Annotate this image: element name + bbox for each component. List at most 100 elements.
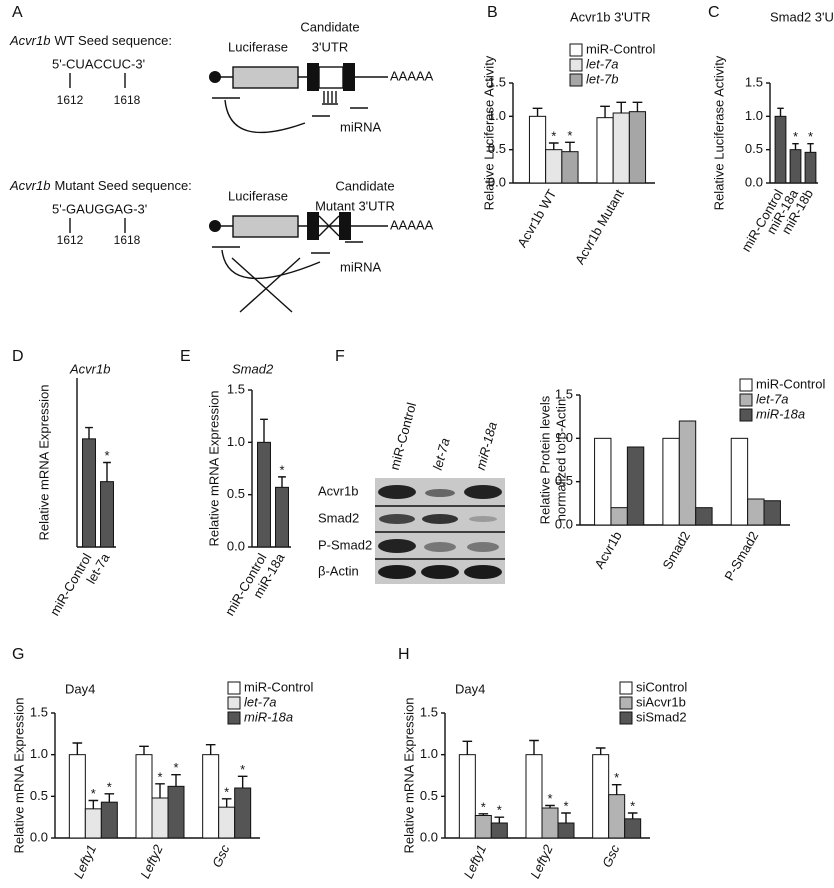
error-bar (85, 426, 93, 439)
bar (763, 500, 781, 526)
error-bar (171, 773, 181, 787)
band (424, 542, 456, 552)
y-tick-label: 0.0 (745, 174, 763, 189)
band (467, 542, 499, 552)
legend-swatch (739, 393, 753, 407)
y-tick-label: 0.0 (488, 174, 506, 189)
gene-name: Acvr1b (9, 178, 50, 193)
significance: * (614, 770, 619, 785)
band (421, 565, 459, 579)
panel-label: D (12, 348, 24, 365)
chart-title: Smad2 3'UTR (770, 9, 834, 24)
error-bar (103, 461, 111, 482)
legend-label: siControl (636, 679, 687, 694)
bar (474, 815, 492, 839)
significance: * (157, 769, 162, 784)
bar (624, 818, 642, 839)
panel-label: F (335, 348, 345, 365)
seed-label: Mutant Seed sequence: (54, 178, 191, 193)
y-axis-label: Relative Luciferase Activity (711, 55, 726, 210)
bar (275, 486, 289, 548)
seed-sequence: 5'-CUACCUC-3' (52, 56, 145, 71)
bar (612, 112, 630, 184)
panel-label: C (708, 4, 720, 21)
band (464, 565, 502, 579)
error-bar (88, 799, 99, 809)
inhibition-curve (221, 249, 321, 280)
bar (774, 115, 787, 184)
row-label: β-Actin (318, 563, 359, 578)
error-bar (104, 793, 115, 803)
band (378, 565, 416, 579)
error-bar (260, 418, 268, 443)
utr-block (343, 63, 355, 91)
legend-swatch (739, 408, 753, 422)
seed-label: WT Seed sequence: (54, 33, 172, 48)
significance: * (173, 760, 178, 775)
bar (594, 437, 612, 526)
legend-label: miR-Control (756, 376, 825, 391)
utr-block (307, 212, 319, 240)
bar (730, 437, 749, 526)
legend-swatch (739, 378, 753, 392)
bar (525, 754, 543, 839)
utr-label: 3'UTR (312, 39, 348, 54)
error-bar (777, 107, 784, 117)
significance: * (240, 762, 245, 777)
panel-label: A (12, 4, 23, 21)
significance: * (107, 779, 112, 794)
legend-label: let-7a (756, 391, 789, 406)
utr-block (339, 212, 351, 240)
cap (209, 220, 221, 232)
legend-label: miR-Control (244, 679, 313, 694)
error-bar (155, 783, 165, 798)
error-bar (205, 743, 216, 755)
panel-label: H (398, 646, 410, 663)
row-label: P-Smad2 (318, 537, 372, 552)
band (379, 514, 415, 524)
y-axis-label: Relative mRNA Expression (206, 390, 221, 546)
bar (678, 420, 697, 526)
y-tick-label: 0.0 (227, 538, 245, 553)
y-tick-label: 0.5 (30, 788, 48, 803)
significance: * (104, 448, 109, 463)
error-bar (278, 476, 286, 488)
y-tick-label: 1.5 (745, 74, 763, 89)
y-tick-label: 1.0 (488, 108, 506, 123)
polya: AAAAA (390, 68, 434, 83)
legend-swatch (569, 73, 583, 87)
legend-label: siSmad2 (636, 709, 687, 724)
bar (82, 438, 96, 548)
bar (608, 794, 626, 839)
bar (68, 754, 86, 839)
legend-label: siAcvr1b (636, 694, 686, 709)
error-bar (807, 142, 814, 153)
bar (628, 111, 647, 184)
legend-swatch (619, 681, 633, 695)
bar (135, 754, 153, 839)
error-bar (600, 105, 610, 118)
seed-sequence: 5'-GAUGGAG-3' (52, 201, 147, 216)
y-axis-label: Relative mRNA Expression (36, 384, 51, 540)
chart-title: Acvr1b (69, 361, 110, 376)
seed-title: Acvr1b Mutant Seed sequence: (9, 178, 192, 193)
legend-label: miR-18a (244, 709, 293, 724)
panel-label: E (180, 348, 191, 365)
bar (695, 507, 713, 526)
bar (218, 806, 236, 839)
legend-label: miR-Control (586, 41, 655, 56)
error-bar (792, 142, 799, 150)
significance: * (279, 462, 284, 477)
bar (592, 754, 610, 839)
legend-swatch (227, 711, 241, 725)
band (422, 514, 458, 524)
bar (789, 149, 802, 184)
error-bar (221, 798, 232, 808)
error-bar (545, 804, 555, 808)
bar (84, 808, 102, 839)
y-tick-label: 0.5 (420, 788, 438, 803)
bar (458, 754, 476, 839)
error-bar (529, 739, 539, 755)
band (378, 539, 416, 553)
